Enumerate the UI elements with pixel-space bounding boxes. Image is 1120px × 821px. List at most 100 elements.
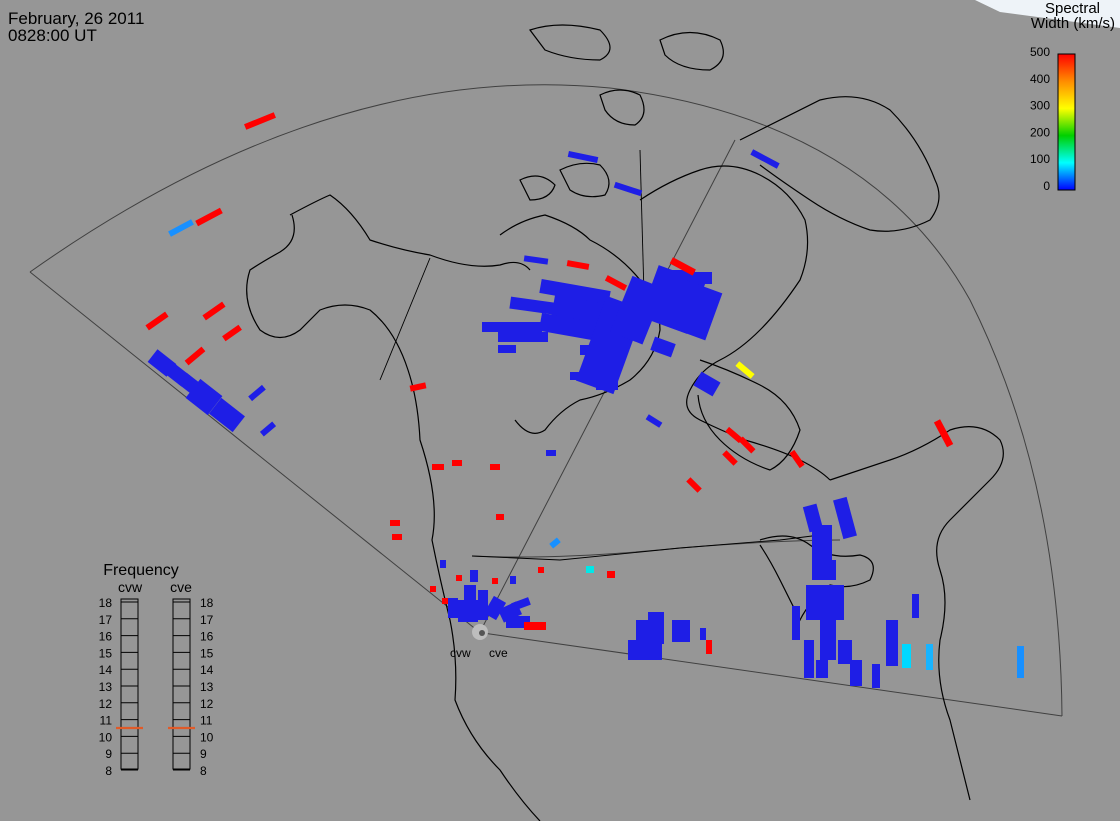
scatter-cell	[738, 436, 756, 454]
arctic-island-3	[519, 175, 556, 201]
scatter-cell	[490, 464, 500, 470]
scatter-cell	[725, 426, 743, 444]
scatter-cell	[1017, 646, 1024, 678]
scatter-cell	[850, 660, 862, 686]
frequency-tick-label-right: 18	[200, 596, 214, 610]
scatter-cell	[248, 384, 266, 402]
colorbar-tick-label: 200	[1030, 125, 1050, 139]
scatter-cell	[604, 275, 628, 291]
east-coast	[829, 426, 1004, 801]
colorbar-tick-label: 300	[1030, 99, 1050, 113]
scatter-cell	[804, 640, 814, 678]
scatter-cell	[492, 578, 498, 584]
scatter-cell	[816, 660, 828, 678]
colorbar-ticks: 500 400 300 200 100 0	[1030, 45, 1050, 193]
scatter-cell	[209, 397, 245, 433]
frequency-tick-label-left: 13	[99, 680, 113, 694]
coastlines	[246, 24, 1004, 821]
fov-bottom-edge	[482, 632, 1063, 717]
border-alaska-canada	[379, 257, 431, 381]
scatter-cell	[452, 460, 462, 466]
scatter-cell	[523, 255, 549, 265]
scatter-cell	[440, 560, 446, 568]
scatter-cell	[483, 595, 507, 621]
border-us-canada	[471, 534, 821, 561]
frequency-tick-label-right: 10	[200, 730, 214, 744]
colorbar-title-line2: Width (km/s)	[1031, 15, 1115, 32]
scatter-cell	[464, 585, 476, 603]
scatter-cell	[184, 346, 206, 366]
scatter-cell	[478, 590, 488, 620]
scatter-cell	[145, 311, 169, 331]
cve-site-label: cve	[489, 646, 508, 660]
frequency-panel: Frequency cvw cve 18 18 17 17 16 16 15 15 14 14 13…	[99, 562, 214, 778]
scatter-cell	[789, 449, 805, 469]
scatter-cell	[448, 598, 458, 618]
scatter-cell	[886, 620, 898, 666]
colorbar-tick-label: 400	[1030, 72, 1050, 86]
scatter-cell	[750, 149, 780, 169]
frequency-tick-label-right: 11	[200, 714, 213, 728]
scatter-cell	[812, 525, 832, 570]
frequency-tick-label-right: 16	[200, 630, 214, 644]
scatter-cell	[926, 644, 933, 670]
frequency-tick-label-left: 14	[99, 663, 113, 677]
radar-site-marker	[479, 630, 485, 636]
frequency-tick-label-left: 10	[99, 730, 113, 744]
scatter-cell	[650, 336, 676, 358]
scatter-cell	[812, 560, 836, 580]
scatter-cell	[700, 628, 706, 640]
scatter-cell	[902, 644, 911, 668]
frequency-tick-label-left: 8	[105, 764, 112, 778]
scatter-cell	[509, 296, 561, 316]
scatter-cell	[669, 257, 696, 276]
frequency-tick-label-right: 9	[200, 747, 207, 761]
frequency-tick-label-left: 12	[99, 697, 113, 711]
scatter-cell	[693, 371, 721, 397]
frequency-tick-label-left: 11	[100, 714, 113, 728]
scatter-cell	[833, 496, 857, 540]
colorbar-title-line1: Spectral	[1045, 0, 1100, 17]
greenland	[739, 96, 940, 232]
scatter-cell	[645, 414, 663, 428]
scatter-cell	[667, 279, 723, 341]
arctic-island-2	[599, 89, 645, 126]
scatter-cell	[570, 372, 584, 380]
scatter-cell	[538, 567, 544, 573]
scatter-cell	[538, 312, 602, 342]
cvw-site-label: cvw	[450, 646, 471, 660]
scatter-cell	[539, 279, 611, 305]
scatter-cell	[690, 272, 712, 284]
scatter-cell	[392, 534, 402, 540]
scatter-cell	[820, 610, 836, 660]
scatter-cell	[672, 620, 690, 642]
scatter-cell	[912, 594, 919, 618]
frequency-tick-label-right: 8	[200, 764, 207, 778]
scatter-cell	[648, 612, 664, 624]
frequency-tick-label-right: 17	[200, 613, 214, 627]
scatter-cell	[147, 349, 177, 377]
colorbar-tick-label: 100	[1030, 152, 1050, 166]
frequency-tick-label-right: 14	[200, 663, 214, 677]
radar-sites: cvw cve	[450, 624, 508, 660]
scatter-cell	[259, 421, 277, 437]
frequency-scale-cve	[172, 598, 191, 770]
near-radar-fan	[430, 560, 546, 630]
scatter-cell	[566, 260, 590, 270]
scatter-cell	[202, 301, 226, 321]
scatter-cell	[222, 324, 242, 342]
arctic-island-5	[659, 31, 724, 71]
hudson-west	[499, 214, 661, 434]
scatter-cell	[458, 600, 478, 622]
scatter-cell	[735, 361, 755, 379]
scatter-cell	[432, 464, 444, 470]
scatter-cell	[596, 350, 618, 390]
arctic-island-1	[559, 162, 610, 198]
frequency-ticks: 18 18 17 17 16 16 15 15 14 14 13 13 12 12 11 11 10 10 9 9 8 8	[99, 596, 214, 778]
scatter-cell	[792, 606, 800, 640]
colorbar: Spectral Width (km/s) 500 400 300 200 100 0	[1030, 0, 1115, 193]
scatter-cell	[686, 477, 702, 493]
scatter-cell	[442, 598, 448, 604]
scatter-cell	[613, 181, 643, 197]
